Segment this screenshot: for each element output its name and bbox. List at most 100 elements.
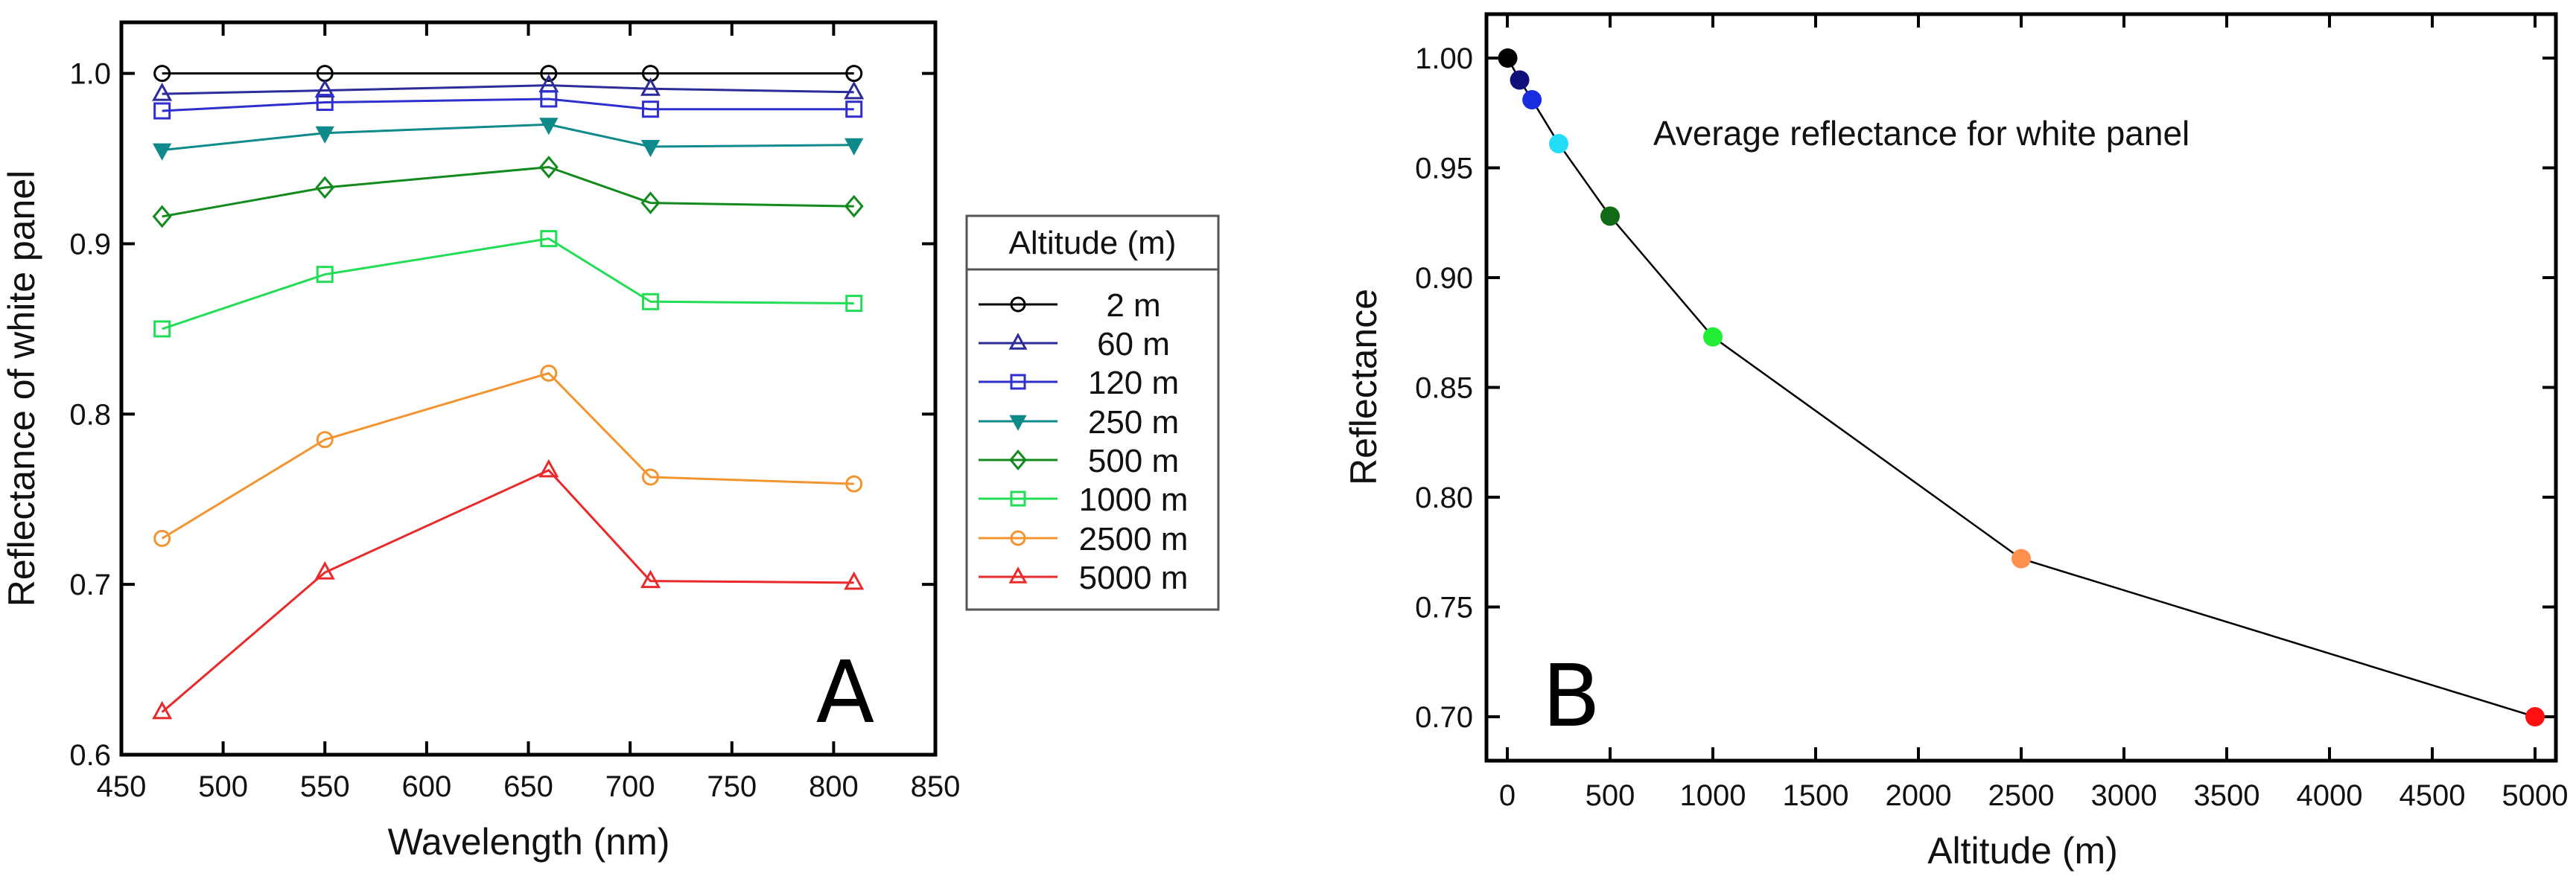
data-point-square [316,266,334,284]
x-tick-label: 3500 [2194,779,2260,812]
x-tick-label: 500 [1586,779,1635,812]
data-point-triangle-up [152,82,173,101]
data-point-circle [540,65,558,83]
data-point-triangle-up [640,569,661,589]
data-point [1549,134,1568,154]
data-point-triangle-up [314,79,335,98]
data-point-triangle-up [844,80,865,100]
legend-item: 2 m [979,287,1161,324]
chart-a: 450 500 550 600 650 700 750 800 850 0.6 0.7 0.8 0.9 1… [1,20,1220,863]
data-point-square [641,100,659,118]
data-point-circle [845,65,863,83]
data-point [1522,90,1542,110]
data-point-circle [540,364,558,382]
x-tick-label: 1000 [1680,779,1746,812]
x-axis-label-a: Wavelength (nm) [388,821,670,863]
chart-annotation-b: Average reflectance for white panel [1653,114,2189,153]
legend-box [965,214,1220,611]
y-tick-label: 0.6 [69,739,111,772]
data-point [1498,48,1518,68]
y-tick-label: 1.0 [69,58,111,91]
legend-label: 500 m [1088,443,1179,479]
data-point-diamond [1009,449,1027,471]
series-5000m [152,458,865,720]
series-250m [152,118,864,161]
data-point [2011,549,2031,569]
data-point [1510,70,1530,90]
x-tick-label: 850 [911,770,961,803]
legend-item: 2500 m [979,521,1188,557]
data-point-square [1010,374,1026,390]
series-2500m [153,364,863,547]
legend-label: 2500 m [1079,521,1189,557]
x-tick-label: 1500 [1783,779,1849,812]
series-line [161,371,854,540]
data-point-circle [1010,530,1026,546]
data-point-triangle-up [314,561,335,580]
legend-item: 1000 m [979,482,1188,518]
x-tick-label: 600 [402,770,452,803]
series-500m [152,156,864,229]
legend-label: 5000 m [1079,560,1189,596]
series-group-b [1498,48,2545,726]
series-2m [153,65,863,83]
legend-item: 120 m [979,365,1179,401]
x-tick-label: 450 [97,770,147,803]
series-line [1507,57,2536,718]
data-point-square [540,230,558,248]
plot-frame-a [119,20,938,757]
y-axis-label-a: Reflectance of white panel [1,170,42,607]
y-tick-label: 0.8 [69,398,111,431]
axis-ticks-b: 0 500 1000 1500 2000 2500 3000 3500 4000 4500 5000… [1415,14,2568,812]
series-120m [153,90,863,120]
x-tick-label: 5000 [2502,779,2569,812]
data-point-diamond [538,156,559,179]
series-group-a [152,65,865,720]
x-tick-label: 4000 [2297,779,2363,812]
legend-item: 250 m [979,404,1179,441]
data-point-circle [316,431,334,449]
series-1000m [153,230,863,338]
data-point-triangle-down [152,143,172,161]
chart-b: 0 500 1000 1500 2000 2500 3000 3500 4000 4500 5000… [1343,12,2568,872]
data-point-circle [153,65,171,83]
axis-ticks-a: 450 500 550 600 650 700 750 800 850 0.6 0.7 0.8 0.9 1… [69,22,960,803]
x-tick-label: 500 [198,770,248,803]
data-point-triangle-up [538,458,559,478]
y-tick-label: 0.75 [1415,592,1473,624]
x-tick-label: 2000 [1886,779,1952,812]
data-point-square [1010,490,1026,507]
data-point-triangle-down [539,118,559,135]
data-point-triangle-up [1008,333,1028,350]
data-point-triangle-up [152,700,173,720]
x-tick-label: 750 [707,770,757,803]
legend-title: Altitude (m) [1009,225,1177,261]
x-tick-label: 2500 [1988,779,2055,812]
data-point-circle [1010,296,1026,313]
data-point [2525,707,2545,726]
data-point-triangle-up [1008,566,1028,584]
legend-label: 1000 m [1079,482,1189,518]
data-point-circle [641,468,659,486]
series-line [162,98,854,112]
data-point-square [845,295,863,313]
data-point-diamond [640,191,661,214]
data-point-square [153,102,171,120]
panel-label-b: B [1542,647,1601,747]
series-line [162,123,854,152]
x-tick-label: 0 [1499,779,1516,812]
y-tick-label: 0.9 [69,228,111,261]
x-axis-label-b: Altitude (m) [1927,830,2118,872]
legend-item: 5000 m [979,560,1188,596]
x-tick-label: 3000 [2091,779,2157,812]
legend-label: 250 m [1088,404,1179,441]
legend-item: 60 m [979,326,1170,362]
x-tick-label: 4500 [2400,779,2466,812]
data-point-square [845,100,863,118]
data-point-square [316,94,334,112]
data-point-triangle-down [315,126,334,144]
y-tick-label: 0.85 [1415,372,1473,405]
legend-item: 500 m [979,443,1179,479]
